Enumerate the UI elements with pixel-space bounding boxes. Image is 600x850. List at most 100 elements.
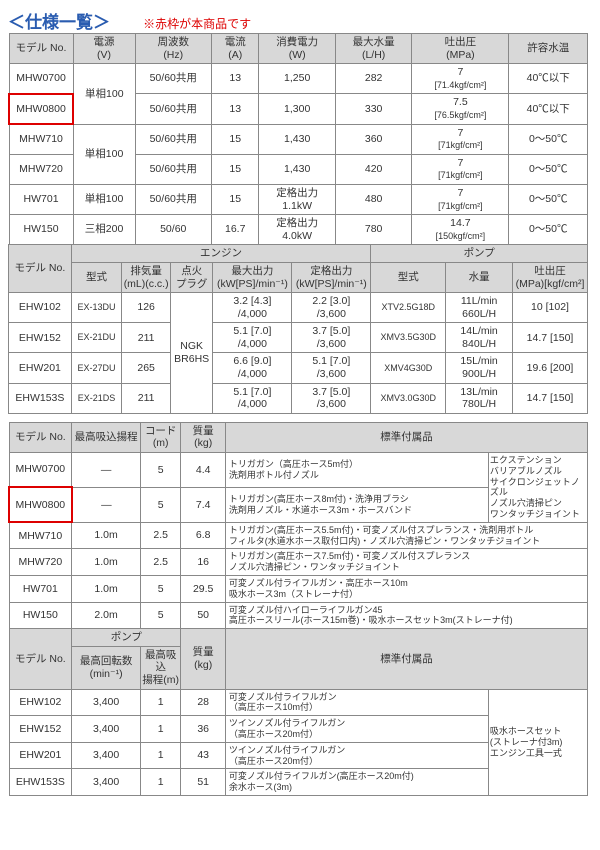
model-cell: MHW720 (9, 549, 72, 576)
col-header: 標準付属品 (225, 629, 587, 689)
hz-cell: 50/60 (135, 215, 211, 245)
spec-title: ＜仕様一覧＞ (8, 8, 110, 33)
col-header: 最大出力(kW[PS]/min⁻¹) (213, 262, 292, 292)
col-header: 許容水温 (509, 34, 588, 64)
ps-cell: 単相100 (73, 64, 135, 124)
col-header: 点火プラグ (170, 262, 213, 292)
model-cell: MHW710 (9, 124, 73, 154)
acc-cell: 可変ノズル付ライフルガン（高圧ホース10m付） (225, 689, 488, 716)
col-header: 標準付属品 (225, 422, 587, 452)
watt-cell: 1,250 (259, 64, 335, 94)
col-header: モデル No. (9, 422, 72, 452)
model-cell: MHW0700 (9, 453, 72, 488)
cord-cell: 5 (140, 602, 180, 629)
mpa-cell: 7[71kgf/cm²] (412, 124, 509, 154)
flow-cell: 360 (335, 124, 411, 154)
cord-cell: 5 (140, 487, 180, 522)
max-cell: 3.2 [4.3]/4,000 (213, 293, 292, 323)
col-header: 最大水量(L/H) (335, 34, 411, 64)
spec-table-1: モデル No.電源(V)周波数(Hz)電流(A)消費電力(W)最大水量(L/H)… (8, 33, 588, 245)
col-header: コード(m) (140, 422, 180, 452)
acc-cell: 可変ノズル付ハイローライフルガン45高圧ホースリール(ホース15m巻)・吸水ホー… (225, 602, 587, 629)
amp-cell: 15 (211, 184, 259, 214)
col-header: 電源(V) (73, 34, 135, 64)
type-cell: EX-13DU (71, 293, 122, 323)
ptype-cell: XMV3.0G30D (371, 383, 446, 413)
engine-table: モデル No.エンジンポンプ型式排気量(mL)(c.c.)点火プラグ最大出力(k… (8, 244, 588, 414)
lift-cell: 1 (140, 716, 180, 743)
model-cell: MHW0800 (9, 94, 73, 124)
flow-cell: 420 (335, 154, 411, 184)
model-cell: MHW720 (9, 154, 73, 184)
model-cell: HW150 (9, 602, 72, 629)
ptype-cell: XMV4G30D (371, 353, 446, 383)
ps-cell: 単相100 (73, 184, 135, 214)
lift-cell: — (72, 453, 141, 488)
red-frame-note: ※赤枠が本商品です (143, 15, 251, 32)
rated-cell: 2.2 [3.0]/3,600 (292, 293, 371, 323)
col-header: 定格出力(kW[PS]/min⁻¹) (292, 262, 371, 292)
hz-cell: 50/60共用 (135, 154, 211, 184)
mpa-cell: 14.7[150kgf/cm²] (412, 215, 509, 245)
acc-cell: ツインノズル付ライフルガン（高圧ホース20m付） (225, 716, 488, 743)
kg-cell: 16 (181, 549, 226, 576)
temp-cell: 0～50℃ (509, 184, 588, 214)
press-cell: 14.7 [150] (513, 323, 588, 353)
model-cell: EHW153S (9, 383, 72, 413)
group-header: エンジン (71, 245, 371, 263)
flow-cell: 330 (335, 94, 411, 124)
rated-cell: 3.7 [5.0]/3,600 (292, 323, 371, 353)
amp-cell: 13 (211, 64, 259, 94)
mpa-cell: 7.5[76.5kgf/cm²] (412, 94, 509, 124)
flow-cell: 780 (335, 215, 411, 245)
lift-cell: 1 (140, 769, 180, 796)
col-header: 水量 (446, 262, 513, 292)
rpm-cell: 3,400 (72, 742, 141, 769)
col-header: 吐出圧(MPa)[kgf/cm²] (513, 262, 588, 292)
ptype-cell: XTV2.5G18D (371, 293, 446, 323)
hz-cell: 50/60共用 (135, 64, 211, 94)
col-header: モデル No. (9, 629, 72, 689)
pflow-cell: 15L/min900L/H (446, 353, 513, 383)
amp-cell: 15 (211, 124, 259, 154)
amp-cell: 15 (211, 154, 259, 184)
extra-cell: 吸水ホースセット(ストレーナ付3m)エンジン工具一式 (488, 689, 587, 795)
col-header: 吐出圧(MPa) (412, 34, 509, 64)
col-header: 周波数(Hz) (135, 34, 211, 64)
model-cell: EHW153S (9, 769, 72, 796)
col-header: 排気量(mL)(c.c.) (122, 262, 171, 292)
hz-cell: 50/60共用 (135, 184, 211, 214)
pflow-cell: 13L/min780L/H (446, 383, 513, 413)
hz-cell: 50/60共用 (135, 94, 211, 124)
plug-cell: NGKBR6HS (170, 293, 213, 414)
col-header: 質量(kg) (181, 629, 226, 689)
lift-cell: 1.0m (72, 576, 141, 603)
press-cell: 19.6 [200] (513, 353, 588, 383)
cc-cell: 265 (122, 353, 171, 383)
max-cell: 5.1 [7.0]/4,000 (213, 323, 292, 353)
watt-cell: 1,430 (259, 154, 335, 184)
rpm-cell: 3,400 (72, 769, 141, 796)
max-cell: 6.6 [9.0]/4,000 (213, 353, 292, 383)
cord-cell: 5 (140, 576, 180, 603)
model-cell: MHW0800 (9, 487, 72, 522)
temp-cell: 0～50℃ (509, 124, 588, 154)
watt-cell: 1,430 (259, 124, 335, 154)
cc-cell: 126 (122, 293, 171, 323)
col-header: 消費電力(W) (259, 34, 335, 64)
group-header: ポンプ (371, 245, 588, 263)
flow-cell: 282 (335, 64, 411, 94)
spec-table-2: モデル No.最高吸込揚程コード(m)質量(kg)標準付属品MHW0700—54… (8, 422, 588, 796)
cc-cell: 211 (122, 383, 171, 413)
col-header: 電流(A) (211, 34, 259, 64)
col-header: 最高吸込揚程 (72, 422, 141, 452)
max-cell: 5.1 [7.0]/4,000 (213, 383, 292, 413)
kg-cell: 50 (181, 602, 226, 629)
press-cell: 10 [102] (513, 293, 588, 323)
acc-cell: 可変ノズル付ライフルガン・高圧ホース10m吸水ホース3m（ストレーナ付） (225, 576, 587, 603)
ptype-cell: XMV3.5G30D (371, 323, 446, 353)
col-header: モデル No. (9, 245, 72, 293)
acc-cell: トリガガン（高圧ホース5m付）洗剤用ボトル付ノズル (225, 453, 488, 488)
flow-cell: 480 (335, 184, 411, 214)
kg-cell: 51 (181, 769, 226, 796)
